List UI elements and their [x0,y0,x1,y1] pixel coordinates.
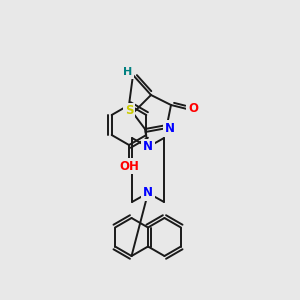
Text: N: N [143,187,153,200]
Text: N: N [165,122,175,134]
Text: S: S [125,104,133,118]
Text: OH: OH [119,160,139,172]
Text: H: H [123,67,133,77]
Text: N: N [143,140,153,154]
Text: O: O [188,103,198,116]
